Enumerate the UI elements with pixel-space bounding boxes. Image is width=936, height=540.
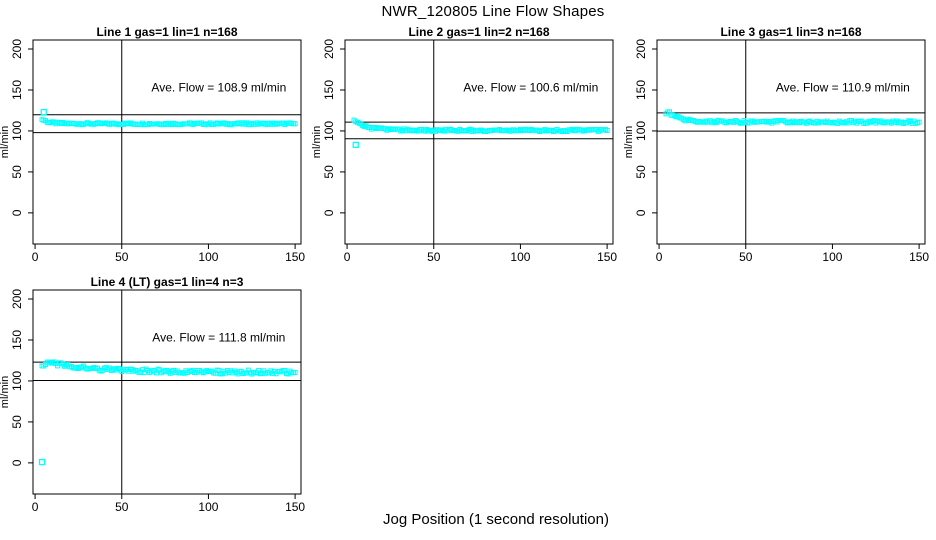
subplot-line-2: Line 2 gas=1 lin=2 n=168 0 50 100 150 200 ml/m…: [311, 25, 617, 264]
y-tick-label: 0: [10, 209, 24, 216]
flow-data-points: [663, 109, 922, 126]
subplot-title: Line 3 gas=1 lin=3 n=168: [720, 25, 861, 39]
y-tick-label: 50: [10, 165, 24, 179]
x-tick-label: 100: [198, 500, 218, 514]
subplot-title: Line 1 gas=1 lin=1 n=168: [96, 25, 237, 39]
y-tick-label: 200: [322, 39, 336, 59]
subplot-line-4: Line 4 (LT) gas=1 lin=4 n=3 0 50 100 150 200 m…: [0, 275, 305, 514]
plot-box: [656, 39, 926, 245]
outlier-point: [38, 458, 46, 466]
y-tick-label: 0: [10, 459, 24, 466]
outlier-point: [40, 108, 47, 116]
plot-box: [32, 289, 302, 495]
y-tick-label: 100: [10, 121, 24, 141]
y-tick-label: 100: [10, 371, 24, 391]
avg-flow-annotation: Ave. Flow = 111.8 ml/min: [152, 331, 285, 345]
x-tick-label: 50: [427, 250, 441, 264]
y-tick-label: 100: [634, 121, 648, 141]
x-tick-label: 100: [198, 250, 218, 264]
flow-data-points: [39, 117, 298, 128]
x-tick-label: 50: [115, 500, 129, 514]
x-tick-label: 100: [510, 250, 530, 264]
flow-data-points: [351, 117, 610, 135]
subplot-title: Line 2 gas=1 lin=2 n=168: [408, 25, 549, 39]
y-tick-label: 150: [10, 80, 24, 100]
y-axis-label: ml/min: [0, 376, 11, 408]
y-tick-label: 100: [322, 121, 336, 141]
y-tick-label: 50: [10, 415, 24, 429]
x-tick-label: 150: [285, 250, 305, 264]
x-tick-label: 0: [656, 250, 663, 264]
data-point: [292, 121, 298, 127]
x-tick-label: 0: [344, 250, 351, 264]
figure-title: NWR_120805 Line Flow Shapes: [381, 3, 605, 20]
y-tick-label: 0: [322, 209, 336, 216]
avg-flow-annotation: Ave. Flow = 110.9 ml/min: [776, 81, 910, 95]
x-axis-title: Jog Position (1 second resolution): [383, 511, 609, 528]
y-tick-label: 0: [634, 209, 648, 216]
x-tick-label: 150: [597, 250, 617, 264]
x-tick-label: 50: [739, 250, 753, 264]
y-tick-label: 150: [10, 330, 24, 350]
y-tick-label: 50: [634, 165, 648, 179]
y-tick-label: 200: [634, 39, 648, 59]
data-point: [916, 119, 922, 125]
subplot-line-3: Line 3 gas=1 lin=3 n=168 0 50 100 150 200 ml/m…: [623, 25, 929, 264]
data-point: [292, 369, 298, 375]
avg-flow-annotation: Ave. Flow = 100.6 ml/min: [463, 81, 598, 95]
plot-box: [32, 39, 302, 245]
x-tick-label: 50: [115, 250, 129, 264]
y-tick-label: 200: [10, 289, 24, 309]
y-axis-label: ml/min: [311, 126, 323, 158]
x-tick-label: 150: [909, 250, 929, 264]
y-axis-label: ml/min: [623, 126, 635, 158]
plot-box: [344, 39, 614, 245]
y-axis-label: ml/min: [0, 126, 11, 158]
x-tick-label: 100: [822, 250, 842, 264]
avg-flow-annotation: Ave. Flow = 108.9 ml/min: [151, 81, 286, 95]
x-tick-label: 0: [32, 250, 39, 264]
subplot-line-1: Line 1 gas=1 lin=1 n=168 0 50 100 150 200 ml/m…: [0, 25, 305, 264]
y-tick-label: 50: [322, 165, 336, 179]
flow-data-points: [39, 359, 298, 377]
y-tick-label: 150: [634, 80, 648, 100]
data-point: [604, 127, 610, 133]
x-tick-label: 0: [32, 500, 39, 514]
y-tick-label: 150: [322, 80, 336, 100]
subplot-title: Line 4 (LT) gas=1 lin=4 n=3: [91, 275, 244, 289]
outlier-point: [352, 141, 359, 149]
x-tick-label: 150: [285, 500, 305, 514]
y-tick-label: 200: [10, 39, 24, 59]
